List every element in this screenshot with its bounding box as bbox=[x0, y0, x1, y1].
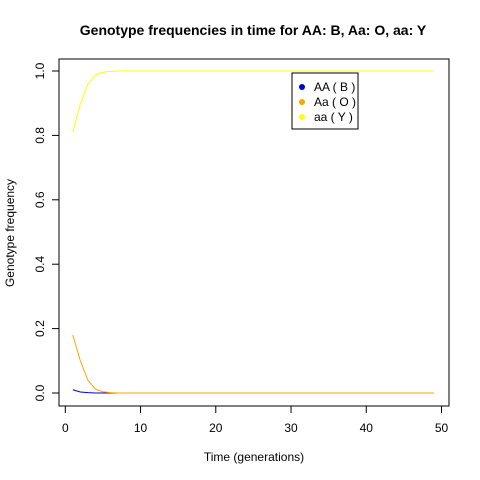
legend-label: Aa ( O ) bbox=[314, 95, 356, 109]
series-lines bbox=[72, 70, 434, 394]
legend-label: AA ( B ) bbox=[314, 80, 355, 94]
y-tick-label: 0.8 bbox=[33, 127, 47, 144]
legend-marker bbox=[299, 114, 305, 120]
x-tick-label: 50 bbox=[435, 421, 449, 435]
x-tick-label: 10 bbox=[134, 421, 148, 435]
x-tick-label: 0 bbox=[62, 421, 69, 435]
chart-title: Genotype frequencies in time for AA: B, … bbox=[80, 22, 427, 38]
plot-frame bbox=[58, 58, 450, 407]
y-tick-label: 0.4 bbox=[33, 256, 47, 273]
legend-label: aa ( Y ) bbox=[314, 110, 353, 124]
y-axis-label: Genotype frequency bbox=[3, 179, 17, 287]
x-tick-label: 20 bbox=[209, 421, 223, 435]
legend-marker bbox=[299, 84, 305, 90]
legend-marker bbox=[299, 99, 305, 105]
y-tick-label: 0.6 bbox=[33, 191, 47, 208]
x-tick-label: 30 bbox=[284, 421, 298, 435]
y-axis: 0.0 0.2 0.4 0.6 0.8 1.0 bbox=[33, 62, 60, 401]
x-axis-label: Time (generations) bbox=[204, 450, 304, 464]
x-axis: 0 10 20 30 40 50 bbox=[62, 405, 449, 435]
y-tick-label: 1.0 bbox=[33, 62, 47, 79]
y-tick-label: 0.2 bbox=[33, 320, 47, 337]
legend: AA ( B )Aa ( O )aa ( Y ) bbox=[291, 72, 359, 130]
series-line-3 bbox=[72, 70, 434, 133]
x-tick-label: 40 bbox=[360, 421, 374, 435]
y-tick-label: 0.0 bbox=[33, 384, 47, 401]
series-line-2 bbox=[72, 334, 434, 394]
